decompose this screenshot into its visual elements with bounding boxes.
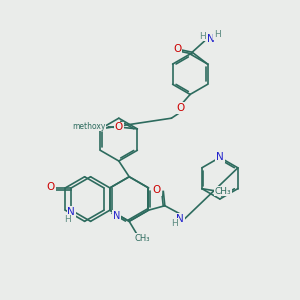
Text: O: O: [46, 182, 55, 192]
Text: O: O: [176, 103, 184, 113]
Text: N: N: [68, 207, 75, 217]
Text: N: N: [176, 214, 184, 224]
Text: H: H: [214, 30, 220, 39]
Text: N: N: [113, 211, 120, 221]
Text: CH₃: CH₃: [214, 187, 231, 196]
Text: N: N: [207, 34, 214, 44]
Text: CH₃: CH₃: [135, 234, 150, 243]
Text: O: O: [173, 44, 181, 54]
Text: methoxy: methoxy: [72, 122, 106, 131]
Text: H: H: [199, 32, 206, 41]
Text: H: H: [64, 214, 71, 224]
Text: N: N: [216, 152, 224, 162]
Text: O: O: [115, 122, 123, 132]
Text: O: O: [153, 185, 161, 195]
Text: H: H: [171, 219, 178, 228]
